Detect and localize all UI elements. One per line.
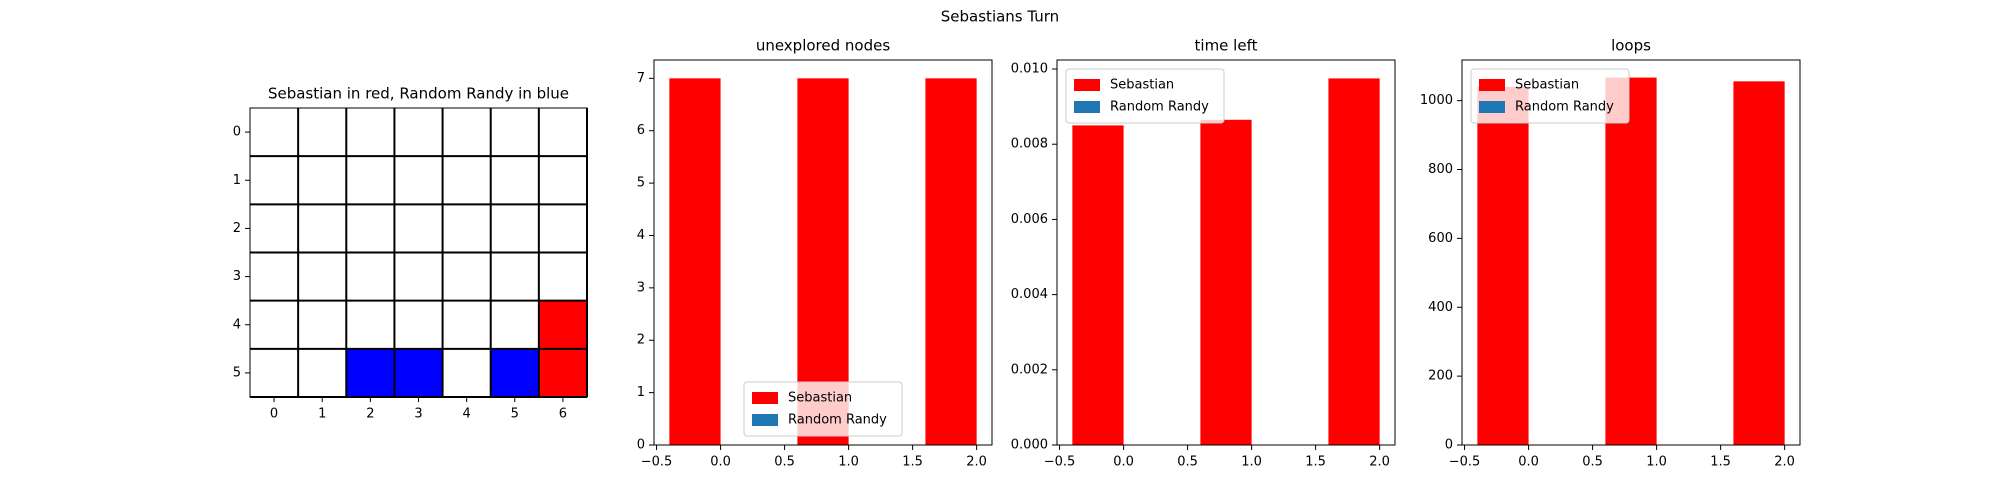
bar — [925, 78, 977, 445]
y-tick-label: 2 — [233, 221, 241, 236]
y-tick-label: 0.000 — [1011, 438, 1048, 453]
y-tick-label: 3 — [233, 269, 241, 284]
y-tick-label: 5 — [233, 365, 241, 380]
y-tick-label: 2 — [637, 333, 645, 348]
legend — [743, 381, 903, 437]
x-tick-label: 0 — [270, 407, 278, 422]
x-tick-label: 1.0 — [1646, 455, 1667, 470]
x-tick-label: 1.5 — [1710, 455, 1731, 470]
figure-title: Sebastians Turn — [941, 8, 1059, 26]
x-tick-label: 3 — [414, 407, 422, 422]
legend-swatch — [1479, 101, 1505, 113]
legend-swatch — [1074, 101, 1100, 113]
bar — [1200, 119, 1252, 445]
x-tick-label: −0.5 — [1449, 455, 1481, 470]
y-tick-label: 0.002 — [1011, 362, 1048, 377]
x-tick-label: −0.5 — [641, 455, 673, 470]
cell — [490, 348, 539, 397]
legend-swatch — [1074, 79, 1100, 91]
y-tick-label: 3 — [637, 280, 645, 295]
y-tick-label: 0.010 — [1011, 62, 1048, 77]
axes-title: Sebastian in red, Random Randy in blue — [268, 85, 569, 103]
x-tick-label: 0.0 — [1518, 455, 1539, 470]
y-tick-label: 0 — [233, 125, 241, 140]
axes-title: time left — [1195, 37, 1258, 55]
x-tick-label: 6 — [559, 407, 567, 422]
bar — [1605, 77, 1657, 445]
x-tick-label: 0.0 — [710, 455, 731, 470]
bar — [1072, 125, 1124, 445]
legend-label: Random Randy — [1110, 100, 1209, 115]
x-tick-label: 1.0 — [1241, 455, 1262, 470]
legend-label: Random Randy — [1515, 100, 1614, 115]
legend-swatch — [752, 392, 778, 404]
axes-frame — [1056, 59, 1396, 446]
axes-frame — [653, 59, 993, 446]
y-tick-label: 1 — [637, 385, 645, 400]
cell — [538, 348, 587, 397]
x-tick-label: 0.5 — [1582, 455, 1603, 470]
x-tick-label: 1.5 — [902, 455, 923, 470]
cell — [394, 348, 443, 397]
legend-label: Sebastian — [788, 391, 852, 406]
y-tick-label: 4 — [233, 317, 241, 332]
bar — [1328, 78, 1380, 445]
cell — [538, 300, 587, 349]
x-tick-label: 1.5 — [1305, 455, 1326, 470]
legend — [1065, 68, 1225, 124]
bar — [669, 78, 721, 445]
y-tick-label: 0 — [637, 438, 645, 453]
axes-title: unexplored nodes — [756, 37, 891, 55]
bar — [1733, 81, 1785, 446]
x-tick-label: 1.0 — [838, 455, 859, 470]
x-tick-label: 2.0 — [966, 455, 987, 470]
x-tick-label: 4 — [463, 407, 471, 422]
y-tick-label: 5 — [637, 176, 645, 191]
axes-title: loops — [1611, 37, 1651, 55]
legend — [1470, 68, 1630, 124]
y-tick-label: 1 — [233, 173, 241, 188]
legend-swatch — [1479, 79, 1505, 91]
x-tick-label: −0.5 — [1044, 455, 1076, 470]
x-tick-label: 2.0 — [1774, 455, 1795, 470]
legend-swatch — [752, 414, 778, 426]
y-tick-label: 1000 — [1420, 93, 1453, 108]
x-tick-label: 2.0 — [1369, 455, 1390, 470]
y-tick-label: 400 — [1428, 300, 1453, 315]
y-tick-label: 4 — [637, 228, 645, 243]
x-tick-label: 0.5 — [774, 455, 795, 470]
axes-frame — [1461, 59, 1801, 446]
x-tick-label: 1 — [318, 407, 326, 422]
legend-label: Sebastian — [1515, 78, 1579, 93]
y-tick-label: 7 — [637, 71, 645, 86]
y-tick-label: 0 — [1445, 438, 1453, 453]
x-tick-label: 0.5 — [1177, 455, 1198, 470]
legend-label: Random Randy — [788, 413, 887, 428]
cell — [346, 348, 395, 397]
legend-label: Sebastian — [1110, 78, 1174, 93]
x-tick-label: 2 — [366, 407, 374, 422]
x-tick-label: 0.0 — [1113, 455, 1134, 470]
y-tick-label: 0.006 — [1011, 212, 1048, 227]
bar — [1477, 86, 1529, 445]
y-tick-label: 0.004 — [1011, 287, 1048, 302]
y-tick-label: 200 — [1428, 369, 1453, 384]
y-tick-label: 600 — [1428, 231, 1453, 246]
y-tick-label: 800 — [1428, 162, 1453, 177]
y-tick-label: 0.008 — [1011, 137, 1048, 152]
x-tick-label: 5 — [511, 407, 519, 422]
y-tick-label: 6 — [637, 123, 645, 138]
